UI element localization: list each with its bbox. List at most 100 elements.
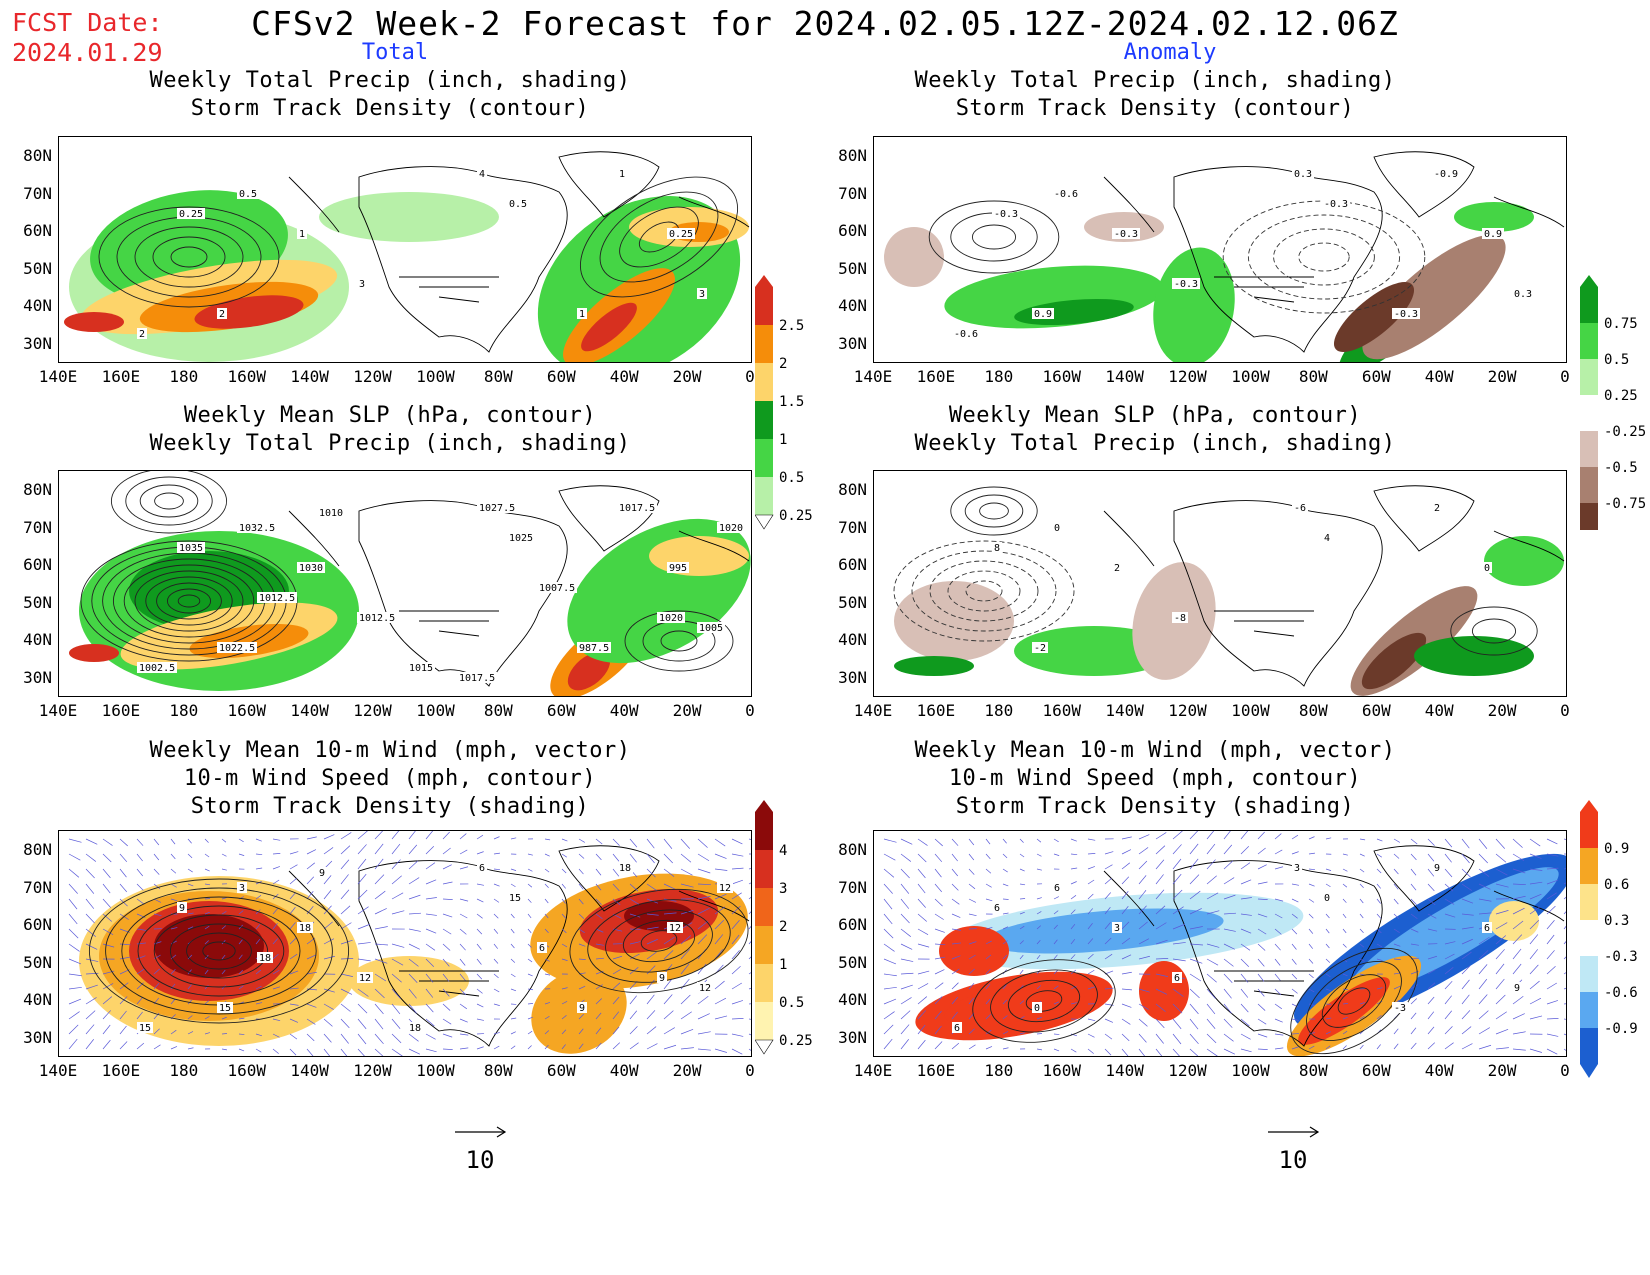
contour-label: 1002.5 bbox=[139, 663, 175, 674]
contour-label: 9 bbox=[1514, 983, 1520, 994]
colorbar-label: 0.75 bbox=[1604, 316, 1638, 332]
contour-label: 1030 bbox=[299, 563, 323, 574]
contour-label-bg bbox=[1112, 922, 1122, 933]
contour-label: 9 bbox=[659, 973, 665, 984]
colorbar-cap bbox=[755, 800, 773, 812]
contour-line bbox=[98, 206, 280, 308]
contour-label: 6 bbox=[954, 1023, 960, 1034]
shading-area bbox=[1298, 977, 1390, 1045]
map-precip-anomaly: -0.3 -0.6 -0.3 0.9 -0.3 0.3 -0.3 -0.9 0.9 -0.3 -0.… bbox=[873, 136, 1567, 363]
contour-line bbox=[638, 221, 680, 253]
contour-label: 3 bbox=[359, 279, 365, 290]
longitude-label: 0 bbox=[1560, 701, 1570, 720]
longitude-label: 20W bbox=[1487, 701, 1517, 720]
colorbar-segment bbox=[1580, 812, 1598, 848]
latitude-label: 40N bbox=[23, 296, 52, 315]
contour-label: 0 bbox=[1324, 893, 1330, 904]
latitude-label: 80N bbox=[838, 840, 867, 859]
contour-label: 9 bbox=[1434, 863, 1440, 874]
longitude-label: 80W bbox=[483, 367, 513, 386]
shading-area bbox=[1333, 282, 1415, 352]
contour-line bbox=[971, 224, 1017, 250]
contour-label-bg bbox=[357, 612, 397, 623]
contour-line bbox=[1025, 990, 1063, 1012]
contour-label: 18 bbox=[619, 863, 631, 874]
colorbar-segment bbox=[1580, 431, 1598, 467]
longitude-label: 180 bbox=[169, 367, 199, 386]
contour-label: 1010 bbox=[319, 508, 343, 519]
contour-label: 6 bbox=[1484, 923, 1490, 934]
longitude-label: 0 bbox=[745, 367, 755, 386]
contour-label-bg bbox=[577, 308, 587, 319]
longitude-label: 60W bbox=[546, 701, 576, 720]
longitude-label: 80W bbox=[483, 1061, 513, 1080]
contour-label-bg bbox=[1032, 642, 1048, 653]
longitude-label: 160E bbox=[916, 1061, 956, 1080]
shading-area bbox=[894, 656, 974, 676]
colorbar-label: 1.5 bbox=[779, 394, 804, 410]
contour-line bbox=[105, 887, 333, 1015]
latitude-label: 50N bbox=[23, 258, 52, 278]
contour-label: 0 bbox=[1034, 1003, 1040, 1014]
longitude-label: 0 bbox=[1560, 1061, 1570, 1080]
latitude-label: 30N bbox=[838, 667, 867, 687]
longitude-label: 180 bbox=[984, 367, 1014, 386]
contour-label: 1017.5 bbox=[459, 673, 495, 684]
colorbar-segment bbox=[755, 325, 773, 363]
latitude-label: 50N bbox=[838, 258, 867, 278]
colorbar-label: -0.3 bbox=[1604, 949, 1638, 965]
contour-label: 0.9 bbox=[1484, 229, 1502, 240]
longitude-label: 140W bbox=[1105, 1061, 1144, 1080]
contour-label-bg bbox=[217, 1002, 233, 1013]
longitude-label: 0 bbox=[745, 701, 755, 720]
longitude-label: 0 bbox=[745, 1061, 755, 1080]
longitude-label: 60W bbox=[546, 367, 576, 386]
contour-line bbox=[110, 471, 228, 534]
longitude-label: 140W bbox=[1105, 701, 1144, 720]
contour-label-bg bbox=[1432, 862, 1442, 873]
colorbar-segment bbox=[1580, 1028, 1598, 1064]
contour-label-bg bbox=[237, 882, 247, 893]
contour-label-bg bbox=[1512, 288, 1534, 299]
colorbar-segment bbox=[1580, 848, 1598, 884]
contour-label-bg bbox=[952, 1022, 962, 1033]
colorbar-label: 0.25 bbox=[1604, 388, 1638, 404]
colorbar-segment bbox=[1580, 992, 1598, 1028]
longitude-label: 140E bbox=[38, 367, 78, 386]
contour-line bbox=[134, 570, 244, 632]
contour-line bbox=[1321, 974, 1387, 1028]
contour-label-bg bbox=[177, 208, 205, 219]
longitude-label: 120W bbox=[1168, 701, 1207, 720]
contour-label: 12 bbox=[719, 883, 731, 894]
contour-label-bg bbox=[317, 867, 327, 878]
reference-arrow-icon bbox=[455, 1126, 507, 1138]
shading-area bbox=[319, 192, 499, 242]
contour-label: 3 bbox=[1294, 863, 1300, 874]
reference-vector-label: 10 bbox=[465, 1146, 495, 1174]
column-title-anomaly: Anomaly bbox=[1123, 40, 1217, 65]
longitude-label: 180 bbox=[169, 701, 199, 720]
longitude-label: 140E bbox=[853, 1061, 893, 1080]
contour-label-bg bbox=[507, 892, 523, 903]
colorbar-label: -0.9 bbox=[1604, 1021, 1638, 1037]
shading-area bbox=[649, 536, 749, 576]
contour-line bbox=[619, 206, 699, 268]
longitude-label: 140W bbox=[1105, 367, 1144, 386]
contour-line bbox=[137, 905, 301, 997]
latitude-label: 40N bbox=[23, 630, 52, 649]
latitude-label: 50N bbox=[23, 592, 52, 612]
latitude-label: 40N bbox=[838, 630, 867, 649]
forecast-date-value: 2024.01.29 bbox=[12, 38, 163, 67]
longitude-label: 140E bbox=[853, 367, 893, 386]
colorbar-segment bbox=[755, 401, 773, 439]
contour-label-bg bbox=[137, 328, 147, 339]
contour-line bbox=[202, 941, 236, 961]
contour-line bbox=[170, 246, 208, 268]
contour-label: 6 bbox=[1174, 973, 1180, 984]
contour-label-bg bbox=[137, 1022, 153, 1033]
colorbar-label: 1 bbox=[779, 432, 787, 448]
colorbar-segment bbox=[1580, 920, 1598, 956]
contour-label-bg bbox=[992, 208, 1020, 219]
contour-label: 18 bbox=[299, 923, 311, 934]
contour-label: 0.25 bbox=[669, 229, 693, 240]
